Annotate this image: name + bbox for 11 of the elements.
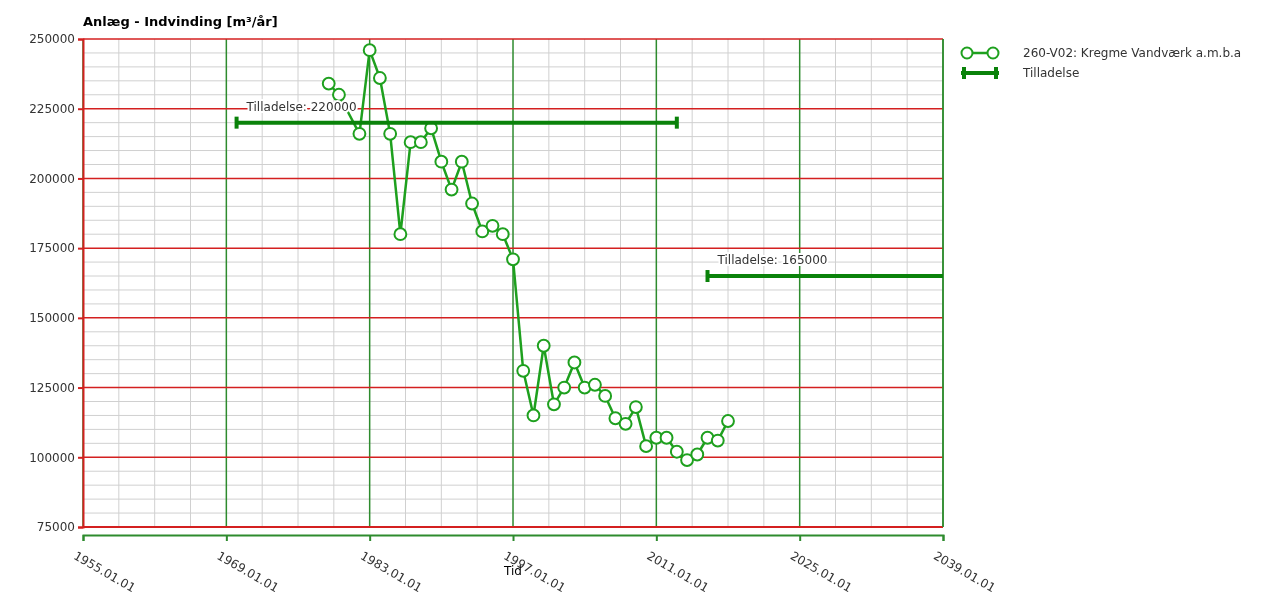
y-tick-label: 175000 bbox=[29, 241, 75, 256]
y-tick-label: 100000 bbox=[29, 450, 75, 465]
y-tick-label: 125000 bbox=[29, 380, 75, 395]
y-tick-label: 150000 bbox=[29, 311, 75, 326]
y-tick-label: 225000 bbox=[29, 102, 75, 117]
y-tick-label: 200000 bbox=[29, 171, 75, 186]
y-tick-label: 75000 bbox=[36, 520, 75, 535]
legend-label: Tilladelse bbox=[1022, 66, 1080, 80]
chart-title: Anlæg - Indvinding [m³/år] bbox=[83, 14, 278, 29]
legend-label: 260-V02: Kregme Vandværk a.m.b.a bbox=[1023, 46, 1242, 60]
y-tick-label: 250000 bbox=[29, 32, 75, 47]
